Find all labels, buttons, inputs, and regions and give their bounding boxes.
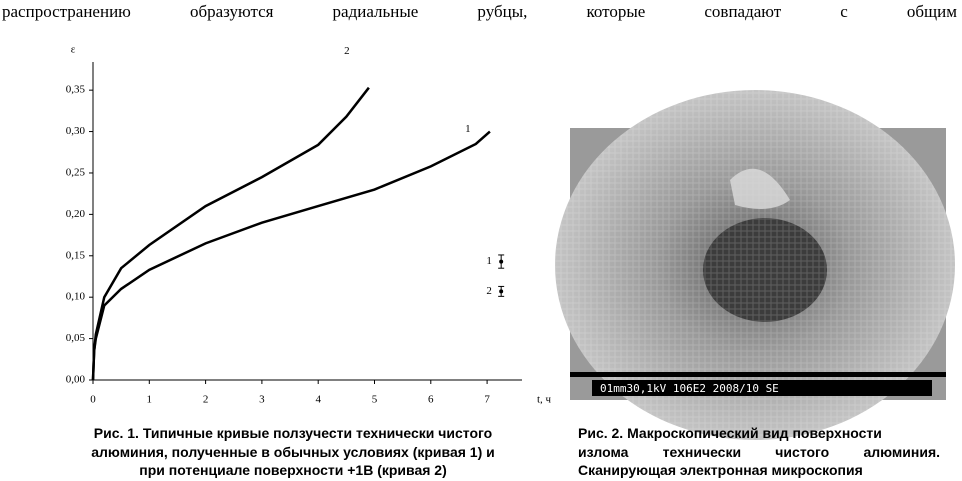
curve-label: 2 — [344, 45, 350, 57]
figure-1-caption: Рис. 1. Типичные кривые ползучести техни… — [48, 424, 538, 480]
x-tick-label: 3 — [259, 394, 265, 406]
y-axis-label: ε — [71, 44, 76, 56]
y-tick-label: 0,20 — [66, 208, 86, 220]
y-tick-label: 0,10 — [66, 291, 86, 303]
caption-line: Рис. 1. Типичные кривые ползучести техни… — [93, 425, 493, 441]
caption-line: алюминия, полученные в обычных условиях … — [91, 443, 495, 460]
y-tick-label: 0,00 — [66, 374, 86, 386]
error-bar — [498, 254, 505, 269]
sem-image: 01mm30,1kV 106E2 2008/10 SE — [555, 90, 955, 440]
image-info: 01mm30,1kV 106E2 2008/10 SE — [600, 382, 779, 395]
error-bar — [498, 285, 505, 297]
error-bar-point — [499, 259, 504, 264]
body-text: распространению образуются радиальные ру… — [2, 2, 957, 21]
x-tick-label: 5 — [372, 394, 378, 406]
y-tick-label: 0,05 — [66, 332, 86, 344]
x-tick-label: 2 — [203, 394, 209, 406]
figure-2-caption: Рис. 2. Макроскопический вид поверхности… — [578, 424, 940, 480]
y-tick-label: 0,30 — [66, 125, 86, 137]
caption-line: излома технически чистого алюминия. — [578, 443, 940, 460]
y-tick-label: 0,25 — [66, 167, 86, 179]
y-tick-label: 0,35 — [66, 84, 86, 96]
x-tick-label: 0 — [90, 394, 96, 406]
curve-label: 1 — [465, 123, 471, 135]
caption-line: при потенциале поверхности +1В (кривая 2… — [139, 462, 447, 478]
error-bar-label: 2 — [486, 285, 492, 297]
creep-curve — [91, 86, 370, 381]
creep-curve — [91, 130, 491, 381]
x-tick-label: 6 — [428, 394, 434, 406]
x-tick-label: 4 — [315, 394, 321, 406]
error-bar-label: 1 — [486, 255, 492, 267]
caption-line: Сканирующая электронная микроскопия — [578, 462, 863, 478]
error-bar-point — [499, 289, 504, 294]
y-tick-label: 0,15 — [66, 249, 86, 261]
x-axis-label: t, ч — [537, 394, 552, 406]
x-tick-label: 1 — [147, 394, 153, 406]
x-tick-label: 7 — [484, 394, 490, 406]
caption-line: Рис. 2. Макроскопический вид поверхности — [578, 425, 882, 441]
